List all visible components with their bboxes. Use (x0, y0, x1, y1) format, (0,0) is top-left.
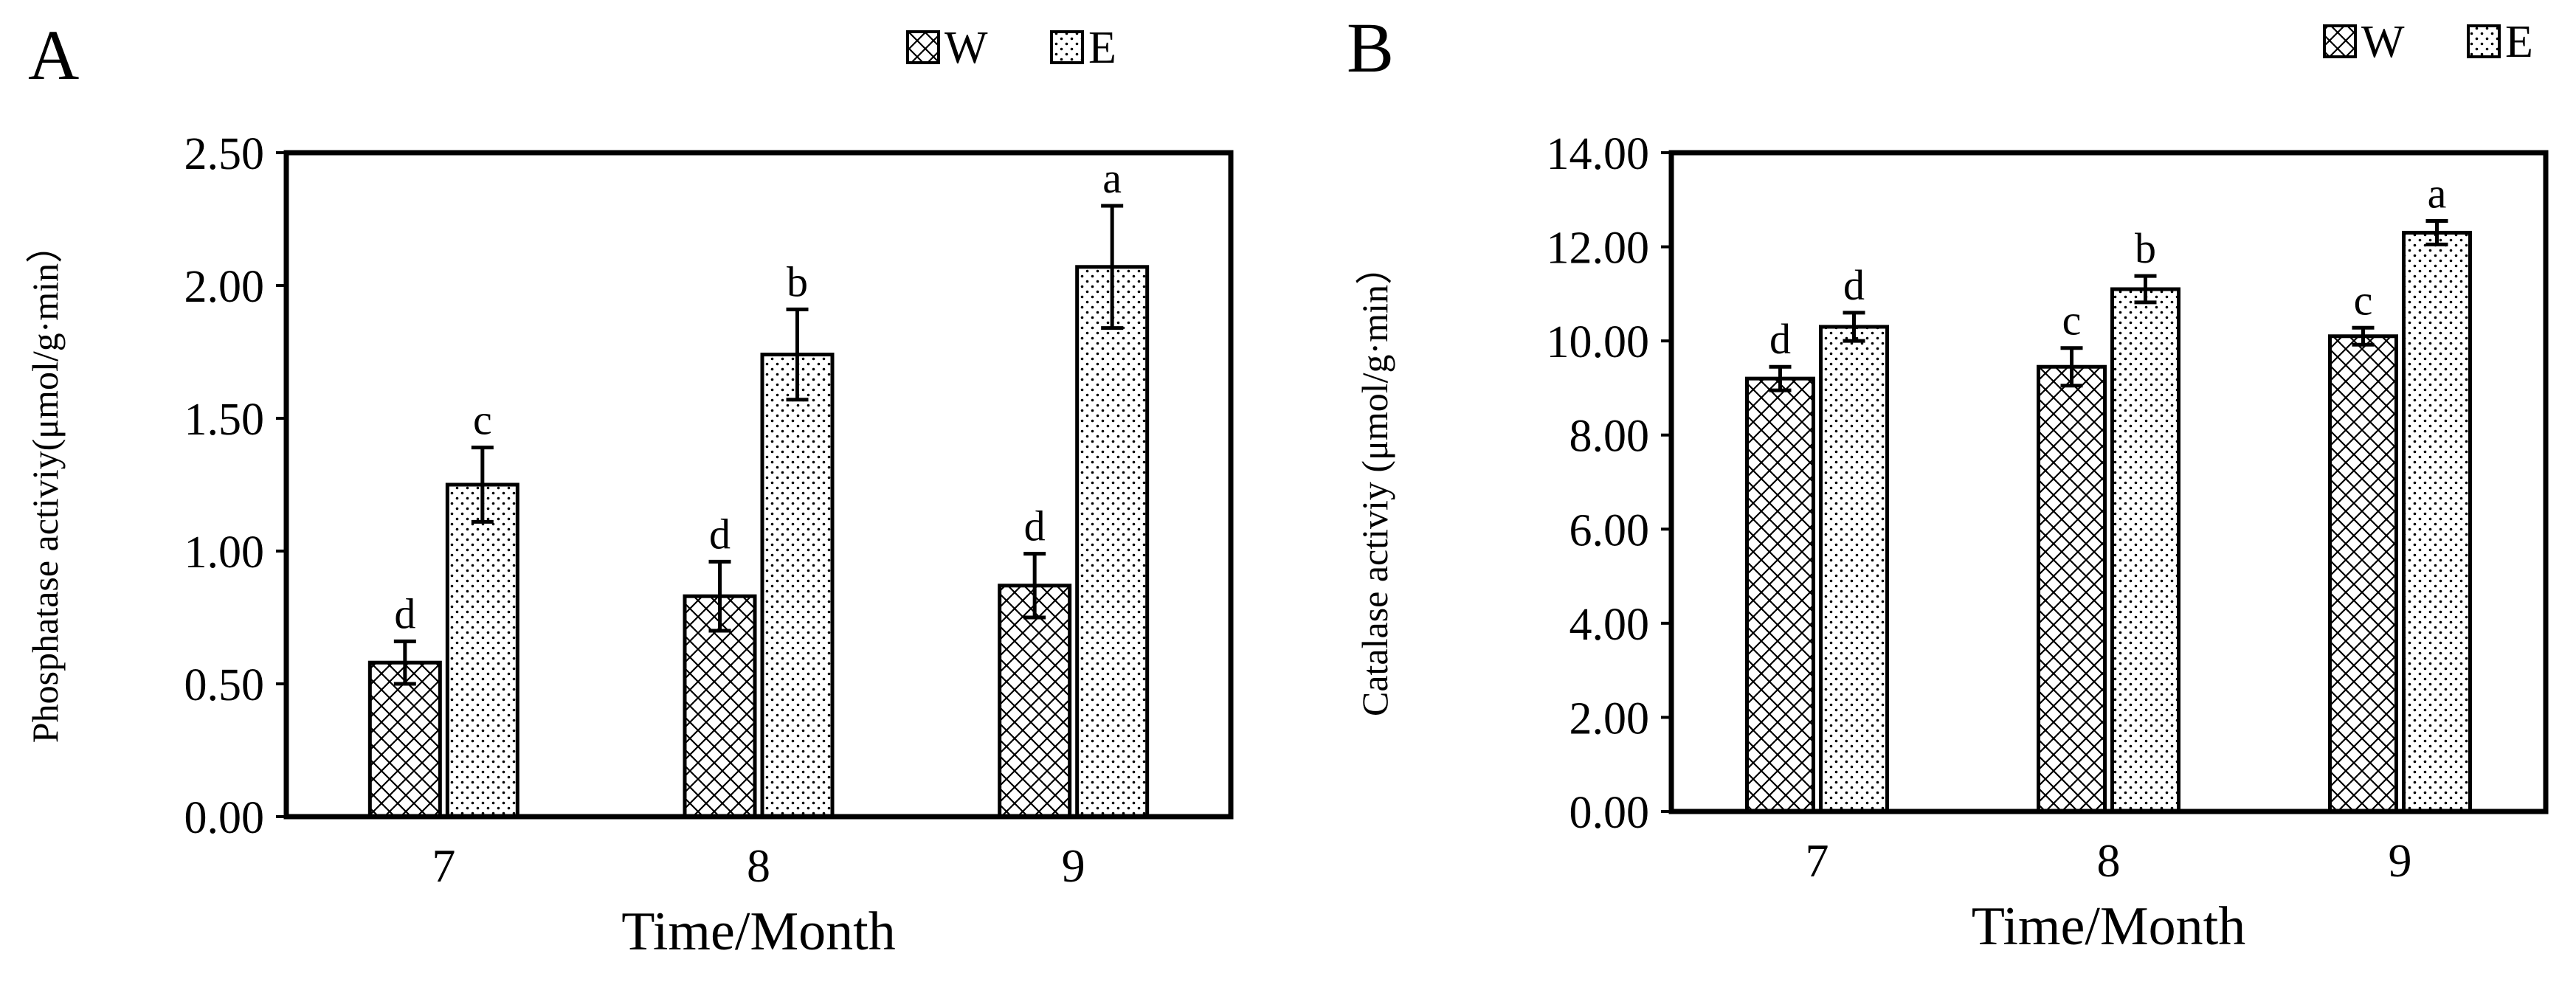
chart-panel-B: B 0.00 2.00 4.00 6.00 8.00 10.00 12.00 14.00 Cata… (1347, 8, 2549, 957)
legend-label: E (2505, 17, 2533, 67)
significance-letter: a (1102, 154, 1122, 202)
bar-W-7 (367, 660, 442, 819)
y-tick-label: 8.00 (1570, 412, 1650, 462)
legend-label: W (945, 23, 988, 73)
bar-W-8 (2037, 364, 2107, 814)
significance-letter: d (709, 510, 731, 558)
legend-swatch-W (2323, 24, 2357, 58)
y-tick-label: 0.00 (1570, 788, 1650, 838)
plot-frame (1668, 150, 2549, 814)
y-tick-label: 0.00 (184, 793, 265, 843)
significance-letter: c (2354, 276, 2373, 324)
bar-E-8 (760, 353, 835, 819)
y-tick-label: 4.00 (1570, 600, 1650, 650)
x-tick-label: 8 (2097, 834, 2121, 887)
significance-letter: d (394, 589, 415, 637)
significance-letter: c (473, 396, 492, 444)
y-tick-label: 0.50 (184, 660, 265, 710)
bar-E-8 (2110, 287, 2180, 814)
x-tick-label: 9 (1062, 840, 1085, 892)
y-tick-label: 12.00 (1547, 224, 1650, 274)
significance-letter: c (2062, 297, 2082, 345)
y-tick-label: 6.00 (1570, 505, 1650, 555)
legend-label: E (1088, 23, 1116, 73)
y-tick-label: 2.50 (184, 129, 265, 179)
y-tick-label: 14.00 (1547, 129, 1650, 179)
legend-swatch-E (1050, 30, 1084, 64)
legend-swatch-E (2467, 24, 2501, 58)
x-axis-title: Time/Month (1972, 896, 2245, 957)
chart-panel-A: A 0.00 0.50 1.00 1.50 2.00 2.50 Phosphatase act… (24, 15, 1234, 962)
significance-letter: b (2135, 224, 2156, 272)
plot-frame (283, 150, 1234, 820)
y-tick-label: 1.00 (184, 527, 265, 578)
bar-W-9 (2328, 334, 2398, 814)
x-tick-label: 7 (1806, 834, 1829, 887)
bar-E-7 (1819, 325, 1889, 814)
y-tick-label: 1.50 (184, 395, 265, 445)
bar-W-7 (1745, 376, 1815, 814)
significance-letter: d (1769, 315, 1791, 363)
significance-letter: d (1843, 261, 1865, 309)
y-axis-title: Catalase activiy (μmol/g·min） (1354, 248, 1395, 716)
legend-label: W (2361, 17, 2405, 67)
legend-swatch-W (906, 30, 940, 64)
y-tick-label: 10.00 (1547, 317, 1650, 367)
panel-label: B (1347, 8, 1394, 87)
y-axis-title: Phosphatase activiy(μmol/g·min） (24, 226, 66, 743)
x-tick-label: 9 (2389, 834, 2412, 887)
x-axis-title: Time/Month (621, 901, 895, 962)
bar-E-7 (445, 482, 519, 819)
bar-E-9 (1075, 265, 1150, 819)
x-tick-label: 7 (432, 840, 455, 892)
significance-letter: d (1024, 502, 1046, 550)
bar-W-9 (998, 584, 1072, 819)
x-tick-label: 8 (747, 840, 770, 892)
panel-label: A (28, 15, 79, 94)
bar-E-9 (2402, 230, 2472, 814)
bar-W-8 (683, 594, 757, 819)
significance-letter: b (787, 257, 808, 305)
significance-letter: a (2428, 169, 2447, 217)
y-tick-label: 2.00 (184, 262, 265, 312)
y-tick-label: 2.00 (1570, 693, 1650, 744)
